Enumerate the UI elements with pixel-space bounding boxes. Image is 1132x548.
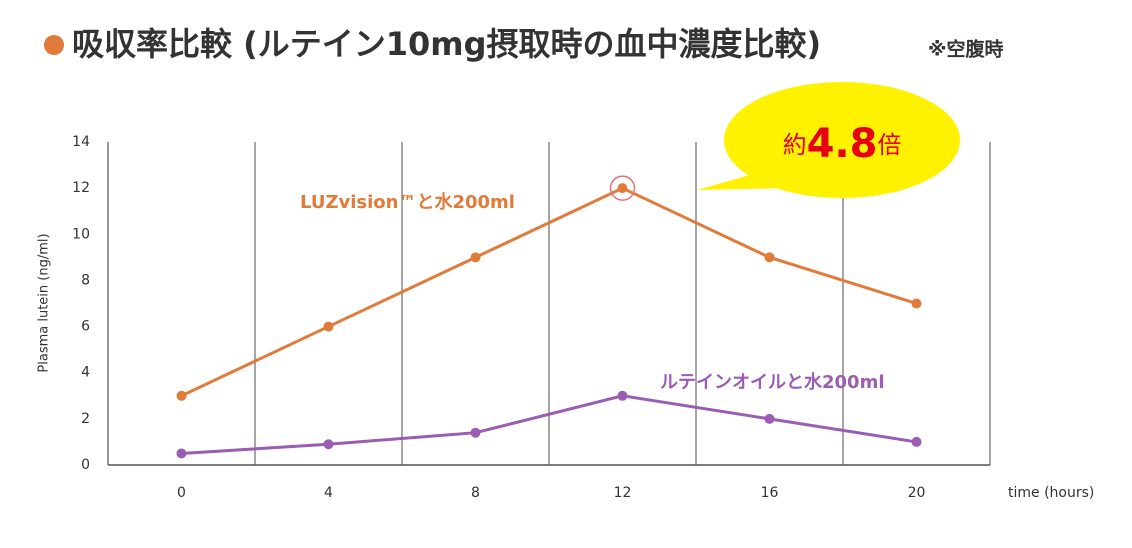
y-axis-label: Plasma lutein (ng/ml)	[37, 233, 52, 372]
y-tick-label: 4	[81, 365, 90, 381]
x-tick-label: 0	[177, 485, 186, 501]
series-line	[181, 394, 917, 455]
series-label: LUZvision™と水200ml	[300, 191, 515, 213]
x-tick-label: 12	[614, 485, 632, 501]
callout-bubble	[724, 82, 960, 198]
data-point	[911, 436, 922, 447]
title-bullet	[44, 35, 64, 55]
callout-text-part: 倍	[877, 131, 901, 159]
chart-subtitle: ※空腹時	[928, 38, 1003, 61]
data-point	[617, 183, 628, 194]
x-axis-label: time (hours)	[1008, 485, 1094, 501]
y-tick-label: 2	[81, 411, 90, 427]
data-point	[323, 439, 334, 450]
series-label: ルテインオイルと水200ml	[660, 371, 885, 393]
y-tick-label: 12	[72, 180, 90, 196]
y-tick-label: 8	[81, 272, 90, 288]
callout-text-part: 約	[783, 131, 807, 159]
data-point	[323, 321, 334, 332]
data-point	[176, 390, 187, 401]
chart-title: 吸収率比較 (ルテイン10mg摂取時の血中濃度比較)	[72, 25, 821, 63]
x-tick-label: 20	[908, 485, 926, 501]
data-point	[911, 298, 922, 309]
y-tick-label: 14	[72, 134, 90, 150]
y-tick-label: 6	[81, 319, 90, 335]
x-tick-label: 16	[761, 485, 779, 501]
peak-highlight	[609, 175, 636, 201]
callout-text: 約4.8倍	[783, 121, 902, 167]
x-tick-label: 8	[471, 485, 480, 501]
callout-text-part: 4.8	[807, 121, 878, 167]
data-point	[470, 427, 481, 438]
y-tick-label: 10	[72, 226, 90, 242]
series-line	[180, 186, 917, 398]
data-point	[764, 413, 775, 424]
data-point	[764, 252, 775, 263]
data-point	[470, 252, 481, 263]
data-point	[617, 390, 628, 401]
data-point	[176, 448, 187, 459]
x-tick-label: 4	[324, 485, 333, 501]
y-tick-label: 0	[81, 457, 90, 473]
